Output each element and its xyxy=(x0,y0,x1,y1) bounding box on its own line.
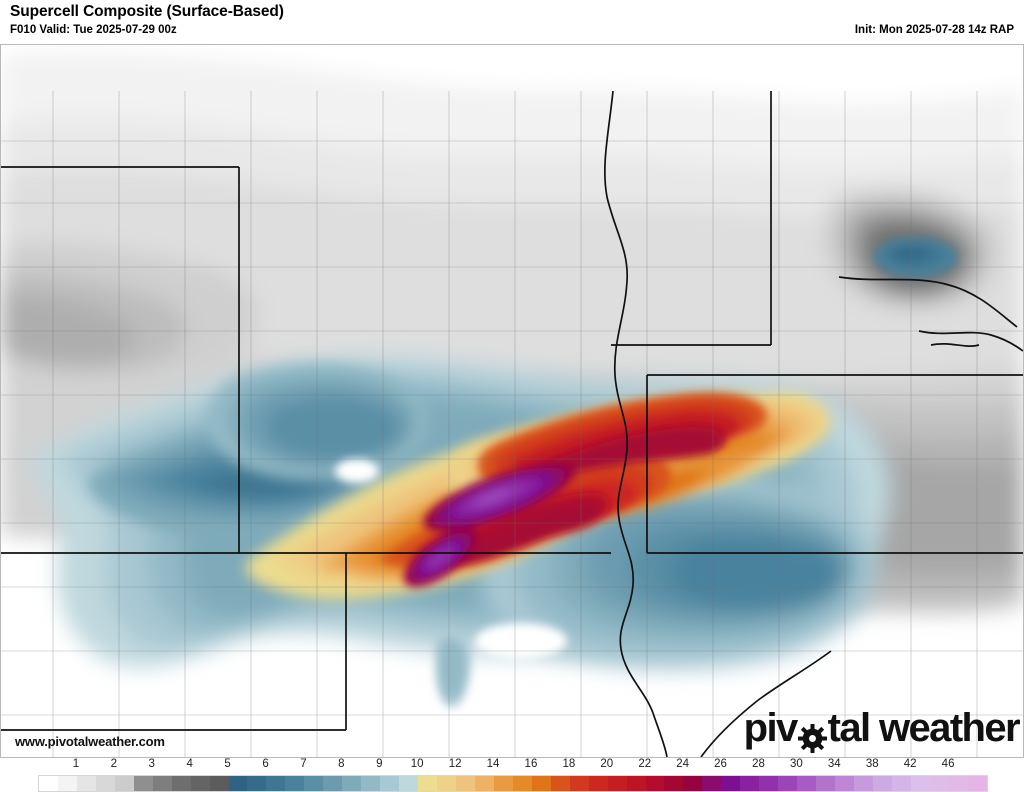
state-boundaries xyxy=(1,90,1023,757)
colorbar-cell[interactable] xyxy=(285,776,305,791)
colorbar-tick: 8 xyxy=(338,758,345,770)
colorbar-cell[interactable] xyxy=(133,776,153,791)
colorbar-tick: 46 xyxy=(941,758,955,770)
colorbar-tick: 38 xyxy=(865,758,879,770)
colorbar-cell[interactable] xyxy=(664,776,684,791)
colorbar-cell[interactable] xyxy=(853,776,873,791)
colorbar-tick: 4 xyxy=(186,758,193,770)
colorbar-cell[interactable] xyxy=(778,776,798,791)
colorbar-cell[interactable] xyxy=(588,776,608,791)
colorbar-cell[interactable] xyxy=(39,776,58,791)
colorbar-cell[interactable] xyxy=(57,776,77,791)
colorbar-cell[interactable] xyxy=(418,776,438,791)
colorbar-cell[interactable] xyxy=(645,776,665,791)
colorbar-cell[interactable] xyxy=(702,776,722,791)
colorbar-cell[interactable] xyxy=(114,776,134,791)
colorbar-cell[interactable] xyxy=(228,776,248,791)
colorbar-tick: 34 xyxy=(827,758,841,770)
colorbar-cell[interactable] xyxy=(910,776,930,791)
colorbar-cell[interactable] xyxy=(891,776,911,791)
colorbar-cell[interactable] xyxy=(209,776,229,791)
watermark-url: www.pivotalweather.com xyxy=(15,734,165,749)
colorbar-cell[interactable] xyxy=(190,776,210,791)
colorbar-cell[interactable] xyxy=(493,776,513,791)
colorbar-cell[interactable] xyxy=(948,776,968,791)
colorbar-tick: 24 xyxy=(676,758,690,770)
colorbar-tick: 3 xyxy=(148,758,155,770)
colorbar-cell[interactable] xyxy=(247,776,267,791)
colorbar-cell[interactable] xyxy=(304,776,324,791)
colorbar-cell[interactable] xyxy=(76,776,96,791)
colorbar-tick: 22 xyxy=(638,758,652,770)
colorbar-swatches[interactable] xyxy=(38,775,988,792)
colorbar-tick: 30 xyxy=(789,758,803,770)
colorbar-tick: 10 xyxy=(410,758,424,770)
colorbar-cell[interactable] xyxy=(550,776,570,791)
colorbar-tick: 5 xyxy=(224,758,231,770)
colorbar-tick: 16 xyxy=(524,758,538,770)
map-frame[interactable]: www.pivotalweather.com piv xyxy=(0,44,1024,758)
colorbar-tick: 28 xyxy=(752,758,765,770)
scp-contour-field xyxy=(1,52,1023,708)
colorbar-tick: 12 xyxy=(448,758,462,770)
colorbar-cell[interactable] xyxy=(95,776,115,791)
map-canvas[interactable]: www.pivotalweather.com piv xyxy=(1,45,1023,757)
colorbar-cell[interactable] xyxy=(740,776,760,791)
init-time-label: Init: Mon 2025-07-28 14z RAP xyxy=(854,24,1014,36)
colorbar-cell[interactable] xyxy=(872,776,892,791)
colorbar-cell[interactable] xyxy=(455,776,475,791)
pivotal-weather-logo: piv xyxy=(743,706,1021,753)
colorbar-cell[interactable] xyxy=(607,776,627,791)
colorbar-cell[interactable] xyxy=(512,776,532,791)
colorbar-cell[interactable] xyxy=(399,776,419,791)
colorbar[interactable]: 1 2 3 4 5 6 7 8 9 10 12 14 16 18 20 22 24 26 28 30 34 38 42 46 xyxy=(0,758,1024,792)
colorbar-tick: 6 xyxy=(262,758,269,770)
colorbar-tick: 1 xyxy=(72,758,80,770)
colorbar-cell[interactable] xyxy=(266,776,286,791)
colorbar-cell[interactable] xyxy=(361,776,381,791)
colorbar-cell[interactable] xyxy=(342,776,362,791)
colorbar-cell[interactable] xyxy=(437,776,456,791)
colorbar-cell[interactable] xyxy=(816,776,836,791)
colorbar-cell[interactable] xyxy=(531,776,551,791)
page-title: Supercell Composite (Surface-Based) xyxy=(10,3,284,20)
county-boundaries xyxy=(1,91,1023,757)
colorbar-tick: 42 xyxy=(903,758,917,770)
colorbar-tick: 2 xyxy=(110,758,118,770)
colorbar-cell[interactable] xyxy=(967,776,987,791)
colorbar-cell[interactable] xyxy=(759,776,779,791)
colorbar-cell[interactable] xyxy=(835,776,854,791)
map-header: Supercell Composite (Surface-Based) F010… xyxy=(0,0,1024,44)
colorbar-tick: 18 xyxy=(562,758,576,770)
colorbar-cell[interactable] xyxy=(152,776,172,791)
colorbar-cell[interactable] xyxy=(569,776,589,791)
colorbar-cell[interactable] xyxy=(683,776,703,791)
colorbar-cell[interactable] xyxy=(474,776,494,791)
colorbar-tick: 26 xyxy=(714,758,727,770)
logo-text-part2: tal weather xyxy=(827,706,1021,750)
colorbar-tick: 9 xyxy=(376,758,383,770)
colorbar-tick: 7 xyxy=(300,758,307,770)
logo-text-part1: piv xyxy=(743,706,799,750)
colorbar-cell[interactable] xyxy=(323,776,343,791)
colorbar-cell[interactable] xyxy=(626,776,646,791)
colorbar-cell[interactable] xyxy=(721,776,741,791)
colorbar-tick-labels: 1 2 3 4 5 6 7 8 9 10 12 14 16 18 20 22 24 26 28 30 34 38 42 46 xyxy=(0,758,1024,774)
colorbar-cell[interactable] xyxy=(929,776,949,791)
colorbar-cell[interactable] xyxy=(380,776,400,791)
gear-icon xyxy=(797,718,827,753)
colorbar-cell[interactable] xyxy=(171,776,191,791)
valid-time-label: F010 Valid: Tue 2025-07-29 00z xyxy=(10,24,177,36)
colorbar-cell[interactable] xyxy=(797,776,817,791)
colorbar-tick: 20 xyxy=(600,758,614,770)
colorbar-tick: 14 xyxy=(486,758,500,770)
